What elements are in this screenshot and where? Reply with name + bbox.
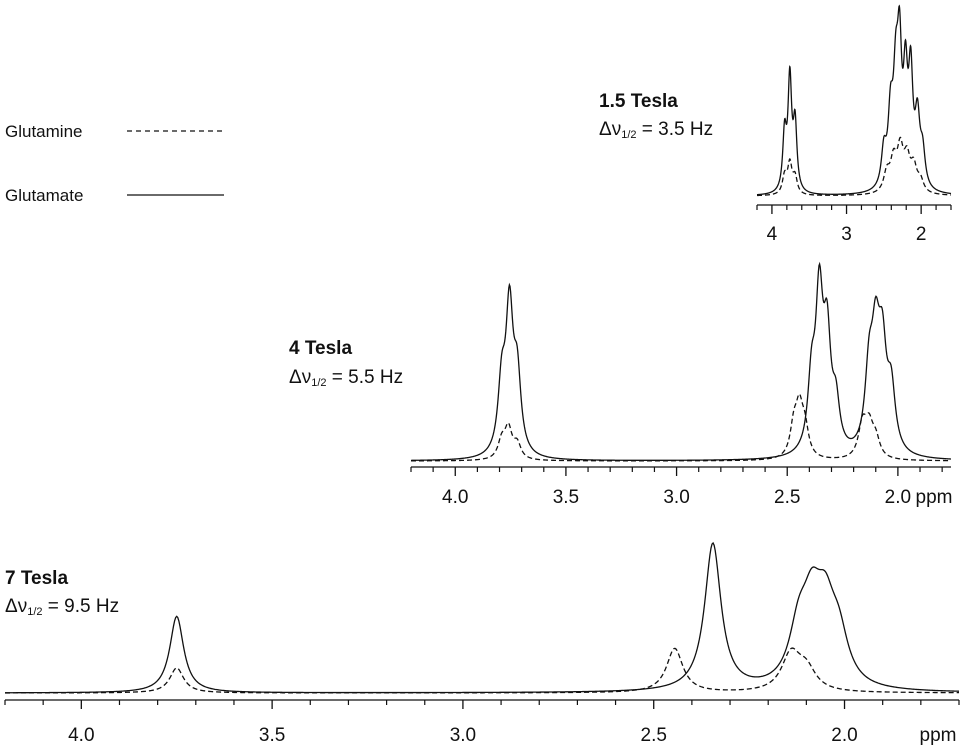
panel-1-linewidth: Δν1/2 = 3.5 Hz <box>599 119 713 141</box>
panel-1-title: 1.5 Tesla <box>599 91 678 112</box>
x-axis-unit-label: ppm <box>920 725 957 746</box>
tick-label: 2 <box>916 224 927 245</box>
tick-label: 3.5 <box>259 725 285 746</box>
tick-label: 4.0 <box>442 487 468 508</box>
panel-3: 4.0 3.5 3.0 2.5 2.0 ppm <box>4 541 960 746</box>
linewidth-value: = 5.5 Hz <box>331 367 404 388</box>
linewidth-symbol: Δν <box>289 367 312 388</box>
tick-label: 2.5 <box>641 725 667 746</box>
linewidth-symbol: Δν <box>5 596 28 617</box>
tick-label: 2.0 <box>885 487 911 508</box>
panel-1: 4 3 2 <box>756 4 952 245</box>
linewidth-subscript: 1/2 <box>311 377 327 389</box>
panel-2-title: 4 Tesla <box>289 338 353 359</box>
tick-label: 4 <box>767 224 778 245</box>
spectrum-glutamate-2 <box>410 261 952 461</box>
tick-label: 3.0 <box>663 487 689 508</box>
panel-3-title: 7 Tesla <box>5 568 69 589</box>
spectrum-glutamine-3 <box>5 647 960 694</box>
legend-label-glutamine: Glutamine <box>5 122 83 141</box>
tick-label: 3 <box>841 224 852 245</box>
linewidth-symbol: Δν <box>599 119 622 140</box>
tick-label: 3.5 <box>553 487 579 508</box>
linewidth-value: = 9.5 Hz <box>47 596 120 617</box>
tick-label: 2.5 <box>774 487 800 508</box>
linewidth-subscript: 1/2 <box>621 129 637 141</box>
tick-label: 2.0 <box>831 725 857 746</box>
x-axis-unit-label: ppm <box>916 487 953 508</box>
panel-2-linewidth: Δν1/2 = 5.5 Hz <box>289 367 403 389</box>
linewidth-value: = 3.5 Hz <box>641 119 714 140</box>
linewidth-subscript: 1/2 <box>27 606 43 618</box>
spectrum-glutamine-2 <box>411 393 952 462</box>
panel-2: 4.0 3.5 3.0 2.5 2.0 ppm <box>410 261 953 508</box>
legend-label-glutamate: Glutamate <box>5 186 84 205</box>
spectrum-glutamine-1 <box>756 136 952 197</box>
spectrum-glutamate-1 <box>756 4 952 196</box>
tick-label: 3.0 <box>450 725 476 746</box>
panel-3-linewidth: Δν1/2 = 9.5 Hz <box>5 596 119 618</box>
tick-label: 4.0 <box>68 725 94 746</box>
spectrum-glutamate-3 <box>5 541 960 694</box>
